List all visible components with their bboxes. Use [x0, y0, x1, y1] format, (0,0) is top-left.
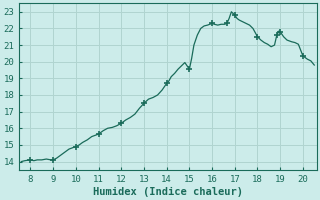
X-axis label: Humidex (Indice chaleur): Humidex (Indice chaleur)	[93, 186, 243, 197]
